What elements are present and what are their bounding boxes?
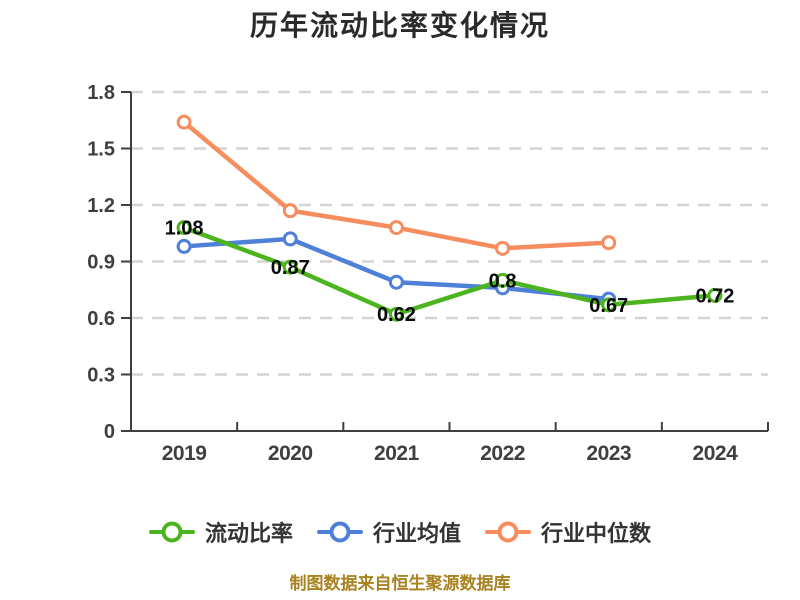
series-行业中位数 [176,114,617,256]
data-point [601,297,617,313]
y-tick-label: 1.2 [87,195,115,217]
data-point [388,220,404,236]
x-tick-label: 2022 [480,442,525,465]
legend-line-dot-icon [148,521,195,543]
data-point [176,220,192,236]
legend-label: 行业均值 [372,521,461,546]
x-tick-label: 2023 [586,442,631,465]
y-tick-label: 0.6 [87,308,115,330]
legend-label: 行业中位数 [541,521,652,546]
gridlines [131,90,768,376]
data-point [388,306,404,322]
x-tick-label: 2019 [162,442,207,465]
chart-title: 历年流动比率变化情况 [249,10,550,41]
legend-item-industry-mean[interactable]: 行业均值 [316,516,461,548]
x-tick-label: 2020 [268,442,313,465]
data-point [282,259,298,275]
data-point-label: 0.67 [589,295,628,317]
data-point-label: 0.62 [377,304,416,326]
y-tick-label: 0 [104,421,115,443]
series-流动比率 [176,220,723,322]
source-note: 制图数据来自恒生聚源数据库 [289,574,511,593]
data-point [388,274,404,290]
legend-item-industry-median[interactable]: 行业中位数 [485,516,651,548]
data-labels: 1.08 0.87 0.62 0.8 0.67 0.72 [165,218,735,327]
legend-item-current-ratio[interactable]: 流动比率 [148,516,293,548]
data-point-label: 0.87 [271,257,310,279]
y-tick-label: 0.9 [87,252,115,274]
data-point [282,231,298,247]
data-point [176,238,192,254]
y-tick-label: 0.3 [87,365,115,387]
data-point [176,114,192,130]
data-point [282,203,298,219]
data-point [707,287,723,303]
x-tick-label: 2021 [374,442,420,465]
data-point-label: 0.8 [489,270,517,292]
y-tick-label: 1.8 [87,82,115,104]
legend-line-dot-icon [485,521,531,543]
legend: 流动比率 行业均值 行业中位数 [0,516,800,548]
x-axis: 2019 2020 2021 2022 2023 2024 [130,422,769,465]
y-axis: 0 0.3 0.6 0.9 1.2 1.5 1.8 [87,82,132,443]
data-point [495,240,511,256]
legend-line-dot-icon [316,521,363,543]
x-tick-label: 2024 [693,442,739,465]
y-tick-label: 1.5 [87,139,115,161]
data-point-label: 0.72 [695,285,734,307]
data-point [495,272,511,288]
data-point [601,235,617,251]
legend-label: 流动比率 [204,521,293,546]
data-point-label: 1.08 [165,218,204,240]
